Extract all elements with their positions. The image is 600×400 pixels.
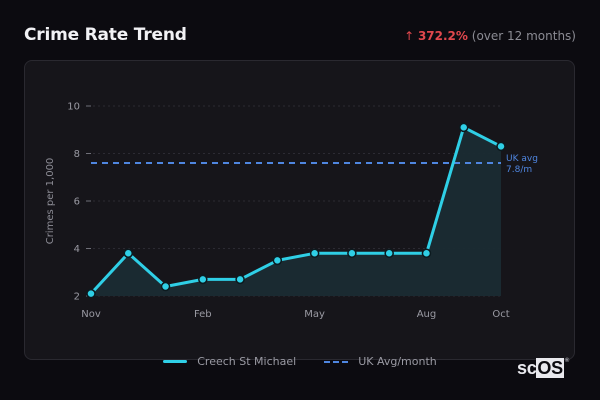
data-point[interactable] bbox=[384, 248, 394, 258]
x-tick-label: Oct bbox=[492, 309, 509, 320]
x-axis: Nov Feb May Aug Oct bbox=[81, 309, 509, 320]
registered-icon: ® bbox=[564, 358, 569, 364]
data-point[interactable] bbox=[272, 255, 283, 266]
data-point[interactable] bbox=[86, 288, 96, 299]
data-point[interactable] bbox=[123, 248, 134, 258]
x-tick-label: Aug bbox=[417, 309, 437, 320]
page-title: Crime Rate Trend bbox=[24, 25, 187, 45]
legend-series-label: Creech St Michael bbox=[197, 355, 297, 368]
data-point[interactable] bbox=[198, 274, 208, 285]
solid-line-swatch-icon bbox=[163, 360, 188, 363]
change-indicator: ↑ 372.2% (over 12 months) bbox=[404, 29, 576, 43]
data-point[interactable] bbox=[496, 141, 506, 152]
y-axis: 2 4 6 8 10 bbox=[67, 102, 91, 303]
y-tick-label: 4 bbox=[74, 244, 80, 255]
brand-logo: scOS ® bbox=[517, 358, 569, 379]
dashed-line-swatch-icon bbox=[324, 360, 349, 363]
legend: Creech St Michael UK Avg/month bbox=[0, 355, 600, 368]
x-tick-label: May bbox=[304, 309, 325, 320]
y-tick-label: 8 bbox=[74, 149, 80, 160]
series-line bbox=[89, 125, 502, 295]
brand-prefix: sc bbox=[517, 358, 537, 378]
legend-avg-label: UK Avg/month bbox=[358, 355, 437, 368]
data-point[interactable] bbox=[458, 122, 469, 133]
avg-annotation: UK avg 7.8/m bbox=[506, 154, 541, 175]
data-points bbox=[86, 122, 506, 299]
data-point[interactable] bbox=[235, 274, 245, 285]
change-percent: 372.2% bbox=[417, 29, 468, 43]
data-point[interactable] bbox=[421, 248, 432, 258]
data-point[interactable] bbox=[160, 281, 171, 292]
legend-item-series[interactable]: Creech St Michael bbox=[163, 355, 296, 368]
y-axis-label: Crimes per 1,000 bbox=[45, 158, 56, 245]
legend-item-avg[interactable]: UK Avg/month bbox=[324, 355, 437, 368]
brand-highlight: OS bbox=[536, 358, 564, 378]
x-tick-label: Feb bbox=[194, 309, 212, 320]
arrow-up-icon: ↑ bbox=[404, 29, 415, 43]
y-tick-label: 2 bbox=[74, 292, 80, 303]
x-tick-label: Nov bbox=[81, 309, 101, 320]
data-point[interactable] bbox=[309, 248, 320, 258]
y-tick-label: 10 bbox=[67, 102, 80, 113]
data-point[interactable] bbox=[347, 248, 357, 258]
y-tick-label: 6 bbox=[74, 197, 80, 208]
change-period: (over 12 months) bbox=[471, 29, 576, 43]
